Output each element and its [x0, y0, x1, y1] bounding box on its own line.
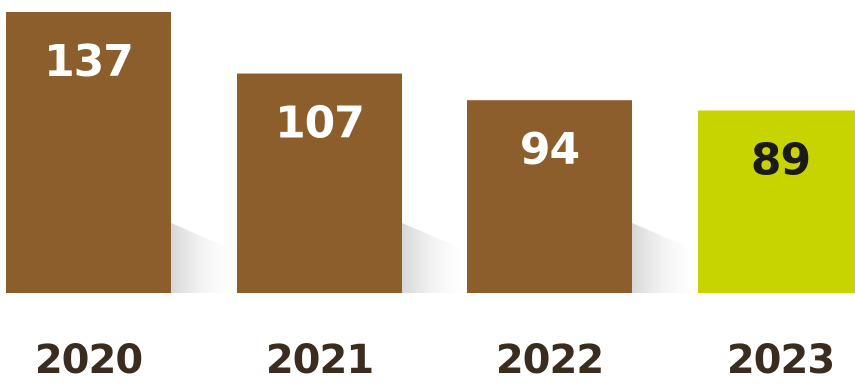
bar-value-label: 107	[275, 98, 364, 149]
bar-value-label: 89	[751, 134, 810, 185]
bar-value-label: 137	[44, 36, 133, 87]
bar-shadow	[632, 223, 702, 293]
x-tick-label: 2022	[496, 337, 603, 383]
x-axis-tick-labels: 2020 2021 2022 2023	[35, 337, 835, 383]
bar-2020	[6, 12, 171, 293]
bar-2021	[237, 73, 402, 294]
x-tick-label: 2023	[727, 337, 834, 383]
bar-2022	[467, 100, 632, 293]
bar-shadows	[171, 223, 702, 293]
bar-shadow	[171, 223, 241, 293]
x-tick-label: 2020	[35, 337, 142, 383]
bar-2023	[698, 110, 855, 294]
bars	[6, 12, 855, 294]
x-tick-label: 2021	[266, 337, 373, 383]
value-labels: 137 107 94 89	[44, 36, 811, 185]
bar-value-label: 94	[520, 124, 579, 175]
bar-shadow	[402, 223, 472, 293]
